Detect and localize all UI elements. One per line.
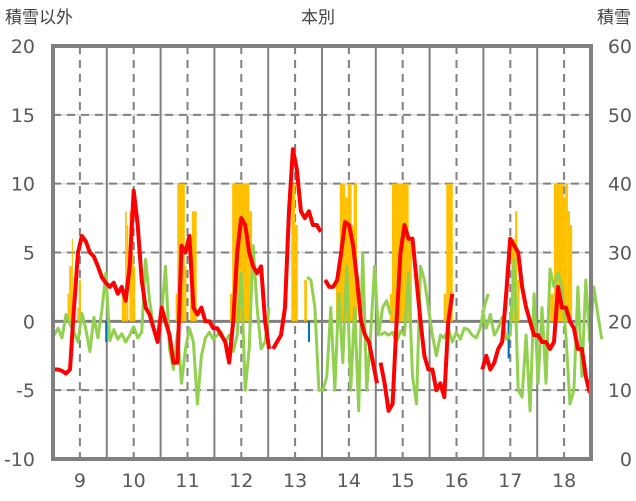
snow-bar: [351, 224, 354, 322]
snow-bar: [67, 293, 70, 322]
snow-bar: [389, 293, 392, 322]
snow-bar: [517, 280, 520, 322]
x-tick-label: 13: [283, 470, 307, 492]
snow-bar: [446, 183, 453, 322]
snow-bar: [69, 266, 72, 322]
snow-bar: [175, 293, 178, 322]
snow-bar: [443, 293, 447, 322]
snow-bar: [550, 293, 554, 322]
snow-bar: [71, 238, 73, 322]
right-tick-label: 10: [608, 380, 632, 402]
right-tick-label: 40: [608, 174, 632, 196]
left-tick-label: 20: [11, 36, 35, 58]
x-tick-label: 14: [337, 470, 361, 492]
snow-bar: [515, 211, 518, 322]
green-line-segment: [480, 257, 604, 413]
red-line-segment: [323, 220, 379, 384]
snow-bar: [77, 307, 79, 322]
snow-bar: [249, 211, 253, 322]
right-tick-label: 60: [608, 36, 632, 58]
left-axis-title: 積雪以外: [5, 8, 73, 28]
snow-bar: [78, 280, 81, 322]
right-axis-title: 積雪: [597, 8, 631, 28]
x-tick-label: 11: [175, 470, 199, 492]
snow-bar: [563, 197, 566, 322]
right-tick-label: 50: [608, 105, 632, 127]
x-tick-label: 15: [391, 470, 415, 492]
snow-bar: [304, 280, 307, 322]
x-tick-label: 10: [122, 470, 146, 492]
series-lines: [52, 147, 604, 461]
x-tick-label: 9: [74, 470, 86, 492]
snow-bar: [567, 211, 571, 322]
left-tick-label: -5: [16, 380, 35, 402]
left-tick-label: 0: [23, 311, 35, 333]
red-line-segment: [54, 188, 272, 376]
snow-bar: [190, 293, 192, 322]
green-line-segment: [379, 264, 490, 406]
right-tick-label: 0: [620, 449, 632, 471]
right-tick-label: 30: [608, 243, 632, 265]
x-tick-label: 12: [229, 470, 253, 492]
left-tick-label: 15: [11, 105, 35, 127]
red-line-segment: [480, 236, 592, 394]
red-line-segment: [271, 147, 323, 350]
snow-bar: [553, 183, 564, 322]
green-line-segment: [306, 251, 392, 413]
x-tick-label: 17: [498, 470, 522, 492]
snow-bar: [345, 197, 348, 322]
x-tick-label: 18: [552, 470, 576, 492]
right-tick-label: 20: [608, 311, 632, 333]
snow-bar: [347, 183, 352, 322]
snow-bar: [230, 293, 233, 322]
snow-bar: [133, 266, 136, 322]
snow-bar: [565, 183, 568, 322]
snow-bar: [191, 211, 197, 322]
x-tick-label: 16: [444, 470, 468, 492]
snow-bar: [131, 252, 134, 322]
snow-bar: [121, 293, 126, 322]
snow-bar: [184, 266, 187, 322]
snow-bar: [125, 211, 127, 322]
snow-bar: [570, 224, 573, 322]
gridlines: [53, 46, 591, 459]
plot-border: [51, 44, 593, 461]
left-tick-label: 5: [23, 243, 35, 265]
left-tick-label: -10: [4, 449, 35, 471]
blue-bar: [308, 321, 311, 342]
chart-title: 本別: [301, 8, 335, 28]
plot-frame: [51, 44, 593, 461]
snow-bar: [291, 183, 296, 322]
blue-bar: [105, 321, 108, 342]
red-line-segment: [378, 223, 455, 413]
blue-bar: [507, 321, 510, 359]
left-tick-label: 10: [11, 174, 35, 196]
snow-bar: [295, 224, 298, 322]
